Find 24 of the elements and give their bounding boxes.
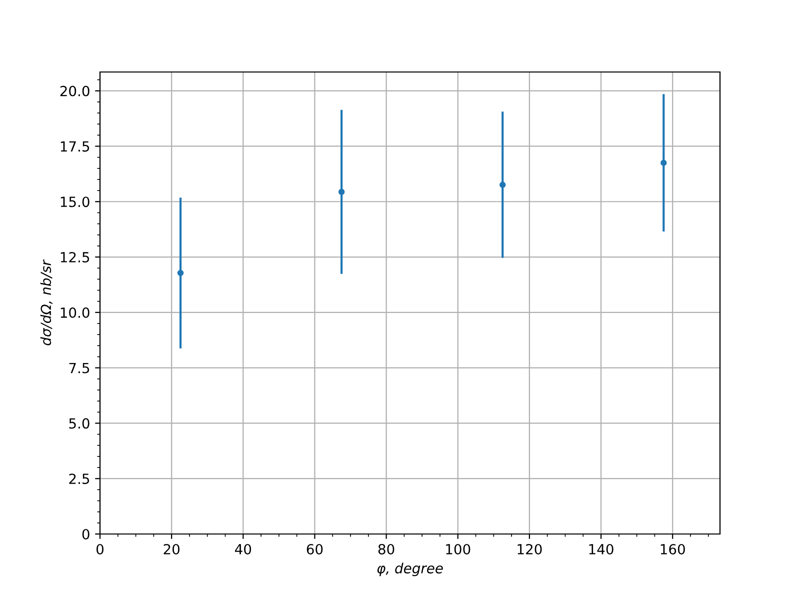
y-tick-label: 17.5: [60, 141, 90, 152]
x-tick-label: 140: [589, 544, 614, 554]
point: [177, 270, 184, 276]
y-tick-label: 12.5: [60, 252, 90, 262]
y-tick-label: 7.5: [69, 362, 90, 374]
x-tick-label: 40: [234, 544, 252, 554]
x-tick-label: 120: [518, 544, 542, 554]
y-tick-label: 10.0: [60, 307, 90, 318]
x-tick-label: 20: [164, 544, 180, 554]
y-tick-label: 5.0: [69, 418, 90, 429]
x-tick-label: 60: [306, 544, 323, 554]
x-tick-label: 100: [446, 544, 470, 554]
y-axis-title: dσ/dΩ, nb/sr: [40, 259, 53, 346]
y-tick-label: 2.5: [69, 474, 90, 484]
point: [660, 160, 667, 166]
point: [499, 182, 506, 188]
y-tick-label: 20.0: [60, 86, 90, 96]
x-tick-label: 80: [378, 544, 394, 554]
y-tick-label: 0: [82, 528, 90, 540]
x-tick-label: 0: [96, 544, 104, 554]
x-tick-label: 160: [660, 544, 685, 554]
y-tick-label: 15.0: [60, 196, 90, 208]
point: [338, 188, 345, 195]
x-axis-title: φ, degree: [377, 562, 443, 576]
